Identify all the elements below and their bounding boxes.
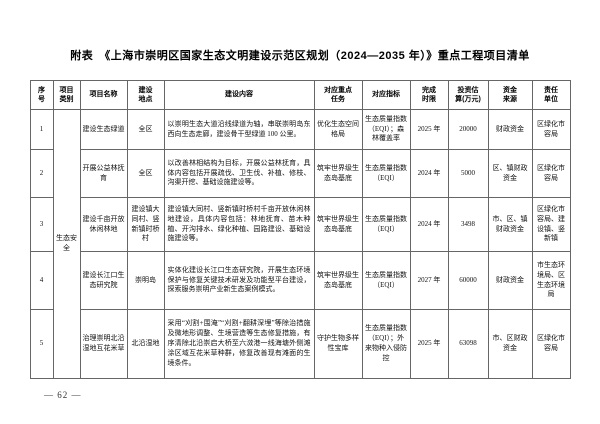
cell-seq: 2 [29, 149, 54, 198]
cell-content: 以改善林相结构为目标，开展公益林抚育，具体内容包括开展疏伐、卫生伐、补植、修枝、… [163, 149, 315, 198]
table-header: 序 号 项目 类别 项目名称 建设 地点 建设内容 对应重点 任务 对应指标 完… [29, 80, 571, 110]
cell-project-name: 治理崇明北沿湿地互花米草 [79, 309, 128, 379]
cell-content: 以崇明生态大道沿线绿道为轴，串联崇明岛东西向生态走廊，建设骨干型绿道 100 公… [163, 109, 315, 150]
cell-investment: 5000 [447, 149, 489, 198]
cell-task: 筑牢世界级生态岛基底 [313, 149, 363, 198]
cell-responsible-unit: 区绿化市容局、建设镇、竖新镇 [531, 197, 571, 252]
table-row: 3 建设千亩开放休闲林地 建设镇大同村、竖新镇时桥村 建设镇大同村、竖新镇时桥村… [29, 197, 571, 252]
cell-deadline: 2027 年 [409, 251, 449, 310]
cell-seq: 4 [29, 251, 54, 310]
cell-funding-source: 财政资金 [487, 109, 533, 150]
cell-responsible-unit: 市生态环境局、区生态环境局 [531, 251, 571, 310]
header-category: 项目 类别 [52, 80, 81, 110]
cell-content: 实体化建设长江口生态研究院，开展生态环境保护与修复关键技术研发及功能型平台建设，… [163, 251, 315, 310]
project-table: 序 号 项目 类别 项目名称 建设 地点 建设内容 对应重点 任务 对应指标 完… [29, 80, 571, 379]
cell-investment: 3498 [447, 197, 489, 252]
cell-project-name: 开展公益林抚育 [79, 149, 128, 198]
header-indicator: 对应指标 [361, 80, 411, 110]
cell-seq: 5 [29, 309, 54, 379]
cell-deadline: 2025 年 [409, 309, 449, 379]
cell-funding-source: 区、镇财政资金 [487, 149, 533, 198]
table-body: 1 生态安全 建设生态绿道 全区 以崇明生态大道沿线绿道为轴，串联崇明岛东西向生态… [29, 109, 571, 379]
cell-funding-source: 市、区财政资金 [487, 309, 533, 379]
header-deadline: 完成 时限 [409, 80, 449, 110]
table-row: 4 建设长江口生态研究院 崇明岛 实体化建设长江口生态研究院，开展生态环境保护与… [29, 251, 571, 310]
cell-location: 崇明岛 [126, 251, 165, 310]
cell-content: 建设镇大同村、竖新镇时桥村千亩开放休闲林地建设，具体内容包括：林地抚育、苗木种植… [163, 197, 315, 252]
cell-location: 全区 [126, 109, 165, 150]
cell-deadline: 2024 年 [409, 149, 449, 198]
cell-task: 筑牢世界级生态岛基底 [313, 251, 363, 310]
cell-investment: 60000 [447, 251, 489, 310]
cell-task: 优化生态空间格局 [313, 109, 363, 150]
cell-indicator: 生态质量指数（EQI） [361, 197, 411, 252]
cell-project-name: 建设千亩开放休闲林地 [79, 197, 128, 252]
cell-indicator: 生态质量指数（EQI） [361, 149, 411, 198]
cell-task: 守护生物多样性宝库 [313, 309, 363, 379]
cell-responsible-unit: 区绿化市容局 [531, 149, 571, 198]
cell-responsible-unit: 区绿化市容局 [531, 109, 571, 150]
cell-indicator: 生态质量指数（EQI）；森林覆盖率 [361, 109, 411, 150]
cell-location: 全区 [126, 149, 165, 198]
table-row: 5 治理崇明北沿湿地互花米草 北沿湿地 采用“刈割+围淹”“刈割+翻耕深埋”等除… [29, 309, 571, 379]
cell-location: 北沿湿地 [126, 309, 165, 379]
cell-deadline: 2025 年 [409, 109, 449, 150]
cell-investment: 63098 [447, 309, 489, 379]
header-responsible-unit: 责任 单位 [531, 80, 571, 110]
page-title: 附表 《上海市崇明区国家生态文明建设示范区规划（2024—2035 年）》重点工… [70, 50, 530, 62]
page-number: — 62 — [44, 390, 82, 400]
header-project-name: 项目名称 [79, 80, 128, 110]
header-content: 建设内容 [163, 80, 315, 110]
cell-project-name: 建设长江口生态研究院 [79, 251, 128, 310]
table-row: 1 生态安全 建设生态绿道 全区 以崇明生态大道沿线绿道为轴，串联崇明岛东西向生态… [29, 109, 571, 379]
header-task: 对应重点 任务 [313, 80, 363, 110]
cell-deadline: 2024 年 [409, 197, 449, 252]
header-investment: 投资估 算(万元) [447, 80, 489, 110]
cell-seq: 3 [29, 197, 54, 252]
cell-indicator: 生态质量指数（EQI） [361, 251, 411, 310]
cell-project-name: 建设生态绿道 [79, 109, 128, 150]
header-location: 建设 地点 [126, 80, 165, 110]
table-row: 2 开展公益林抚育 全区 以改善林相结构为目标，开展公益林抚育，具体内容包括开展… [29, 149, 571, 198]
header-funding-source: 资金 来源 [487, 80, 533, 110]
header-seq: 序 号 [29, 80, 54, 110]
cell-responsible-unit: 区绿化市容局 [531, 309, 571, 379]
cell-task: 筑牢世界级生态岛基底 [313, 197, 363, 252]
cell-funding-source: 市、区、镇财政资金 [487, 197, 533, 252]
cell-location: 建设镇大同村、竖新镇时桥村 [126, 197, 165, 252]
cell-funding-source: 财政资金 [487, 251, 533, 310]
table-header-row: 序 号 项目 类别 项目名称 建设 地点 建设内容 对应重点 任务 对应指标 完… [29, 80, 571, 110]
cell-content: 采用“刈割+围淹”“刈割+翻耕深埋”等除治措施及微地形调整、生境营造等生态修复措… [163, 309, 315, 379]
cell-seq: 1 [29, 109, 54, 150]
cell-project-category: 生态安全 [52, 109, 81, 379]
cell-indicator: 生态质量指数（EQI）；外来物种入侵防控 [361, 309, 411, 379]
cell-investment: 20000 [447, 109, 489, 150]
